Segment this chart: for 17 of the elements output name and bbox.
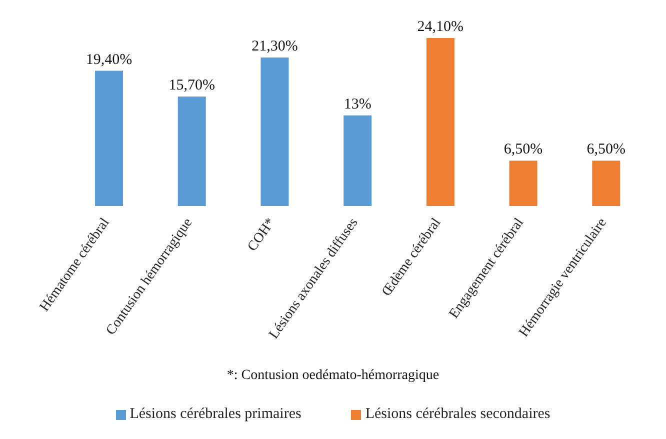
text: *: Contusion oedémato-hémorragique	[226, 368, 440, 384]
data-label: 6,50%	[504, 142, 543, 158]
data-label: 21,30%	[252, 38, 298, 55]
bar	[426, 38, 454, 206]
data-label: 15,70%	[168, 78, 215, 94]
data-label: 13%	[344, 96, 372, 112]
data-label: 24,10%	[417, 19, 464, 35]
bar	[592, 160, 620, 206]
legend-label: Lésions cérébrales secondaires	[365, 406, 550, 422]
bar	[260, 58, 289, 206]
bar	[178, 96, 206, 206]
bar	[509, 160, 538, 206]
data-label: 19,40%	[86, 52, 132, 68]
bar	[95, 70, 123, 206]
legend-label: Lésions cérébrales primaires	[130, 406, 302, 422]
bar	[344, 115, 372, 206]
data-label: 6,50%	[586, 142, 626, 158]
